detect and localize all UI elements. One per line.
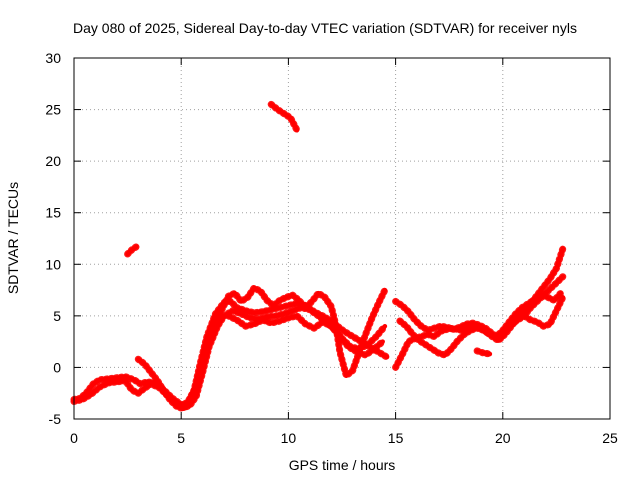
y-tick-label: 30 [45,50,61,66]
x-tick-label: 15 [388,430,404,446]
series-segment-near-1-5-markers [473,347,494,358]
chart-title: Day 080 of 2025, Sidereal Day-to-day VTE… [73,20,577,36]
plot-frame [73,57,611,420]
y-tick-labels: -5 0 5 10 15 20 25 30 [45,50,61,427]
series-main-trace-c-markers [134,284,389,413]
y-tick-label: 10 [45,256,61,272]
y-tick-label: 25 [45,102,61,118]
series-segment-upper-markers [267,100,301,134]
series-main-trace-g-markers [396,289,565,359]
y-tick-label: 0 [53,359,61,375]
series-segment-near-11-markers [124,243,140,258]
x-tick-labels: 0 5 10 15 20 25 [70,430,618,446]
series-main-trace-d-markers [224,312,387,359]
x-tick-label: 20 [495,430,511,446]
y-tick-label: 20 [45,153,61,169]
y-tick-label: 5 [53,308,61,324]
x-tick-label: 10 [281,430,297,446]
series-main-trace-h-markers [507,293,567,330]
series-layer [70,100,567,413]
x-axis-label: GPS time / hours [289,457,396,473]
y-tick-label: -5 [49,411,62,427]
ticks [73,57,611,420]
x-tick-label: 0 [70,430,78,446]
x-tick-label: 5 [177,430,185,446]
y-axis-label: SDTVAR / TECUs [5,182,21,294]
x-tick-label: 25 [602,430,618,446]
y-tick-label: 15 [45,205,61,221]
series-main-trace-f-markers [392,273,567,342]
